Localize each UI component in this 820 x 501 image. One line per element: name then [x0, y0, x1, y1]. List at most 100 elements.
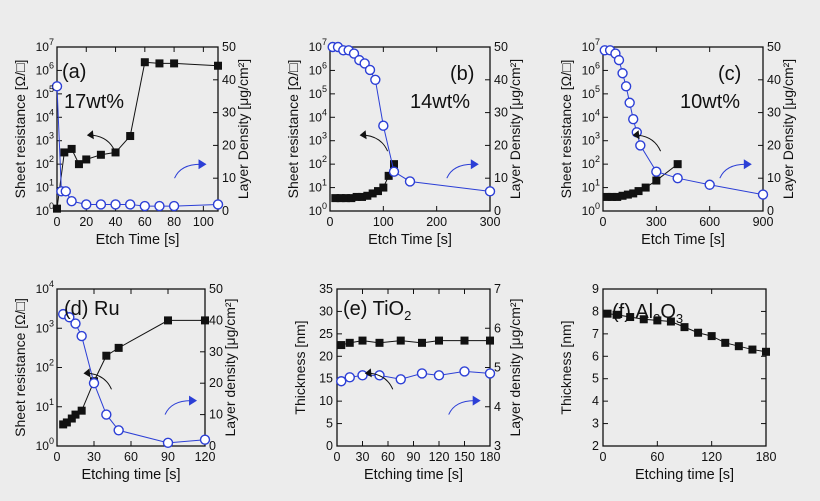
- y-tick-label: 104: [36, 107, 54, 124]
- left-axis-arrowhead: [359, 130, 367, 140]
- y-tick-label: 7: [592, 327, 599, 341]
- right-axis-arrowhead: [743, 159, 752, 170]
- data-point-circle: [113, 425, 124, 436]
- panel-annotation: 17wt%: [64, 91, 124, 113]
- data-point-circle: [617, 68, 628, 79]
- data-point-square: [734, 342, 743, 351]
- y-right-tick-label: 10: [222, 171, 236, 185]
- data-point-circle: [672, 172, 683, 184]
- data-point-square: [629, 189, 638, 198]
- data-point-square: [384, 171, 393, 180]
- x-tick-label: 100: [193, 215, 214, 229]
- data-point-square: [60, 148, 69, 157]
- y-right-tick-label: 30: [222, 106, 236, 120]
- y-tick-label: 100: [36, 201, 54, 218]
- y-axis-title-left: Thickness [nm]: [558, 320, 574, 414]
- left-axis-arrowhead: [364, 368, 372, 378]
- x-axis-title: Etch Time [s]: [96, 232, 180, 248]
- y-right-tick-label: 50: [209, 282, 223, 296]
- y-right-tick-label: 3: [494, 439, 501, 453]
- data-point-circle: [348, 48, 360, 59]
- data-point-square: [96, 150, 105, 159]
- y-axis-title-right: Layer density [μg/cm²]: [222, 298, 238, 436]
- data-point-square: [641, 183, 650, 192]
- x-axis-title: Etch Time [s]: [641, 232, 725, 248]
- y-tick-label: 107: [36, 37, 54, 54]
- x-tick-label: 180: [480, 450, 501, 464]
- data-point-square: [666, 317, 675, 326]
- y-right-tick-label: 20: [222, 138, 236, 152]
- y-right-tick-label: 0: [222, 204, 229, 218]
- data-point-square: [639, 315, 648, 324]
- y-tick-label: 4: [592, 394, 599, 408]
- data-point-square: [673, 160, 682, 169]
- x-tick-label: 40: [109, 215, 123, 229]
- data-point-circle: [635, 140, 646, 151]
- x-tick-label: 200: [426, 215, 447, 229]
- y-right-tick-label: 10: [209, 408, 223, 422]
- x-tick-label: 60: [650, 450, 664, 464]
- data-point-square: [435, 336, 443, 345]
- data-point-circle: [757, 189, 769, 200]
- y-right-tick-label: 6: [494, 321, 501, 335]
- data-point-square: [342, 194, 350, 203]
- x-tick-label: 120: [195, 450, 216, 464]
- y-axis-title-right: Layer Density [μg/cm²]: [780, 59, 796, 199]
- y-right-tick-label: 5: [494, 361, 501, 375]
- x-tick-label: 30: [356, 450, 370, 464]
- right-axis-arrow: [448, 400, 475, 415]
- data-point-square: [680, 323, 689, 332]
- data-point-square: [337, 341, 346, 350]
- data-point-square: [352, 192, 361, 201]
- data-point-square: [748, 345, 757, 354]
- right-axis-arrow: [164, 400, 192, 415]
- right-axis-arrowhead: [198, 159, 207, 170]
- y-axis-title-left: Sheet resistance [Ω/□]: [285, 60, 301, 199]
- data-point-square: [102, 351, 111, 360]
- left-axis-arrow: [370, 372, 394, 390]
- y-right-tick-label: 50: [767, 40, 781, 54]
- y-tick-label: 104: [36, 279, 54, 296]
- x-tick-label: 600: [699, 215, 720, 229]
- y-tick-label: 15: [319, 372, 333, 386]
- data-point-circle: [124, 199, 136, 210]
- data-point-square: [652, 176, 661, 185]
- data-point-square: [201, 316, 209, 325]
- data-point-circle: [370, 74, 381, 86]
- y-right-tick-label: 20: [209, 376, 223, 390]
- y-axis-title-left: Sheet resistance [Ω/□]: [558, 60, 574, 199]
- x-axis-title: Etching time [s]: [364, 467, 463, 483]
- x-tick-label: 0: [327, 215, 334, 229]
- x-tick-label: 80: [167, 215, 181, 229]
- y-tick-label: 0: [326, 439, 333, 453]
- right-axis-arrow: [719, 163, 746, 179]
- data-point-square: [379, 183, 388, 192]
- x-tick-label: 60: [124, 450, 138, 464]
- data-point-square: [694, 328, 703, 337]
- data-point-circle: [168, 200, 180, 212]
- data-point-circle: [76, 330, 87, 342]
- x-tick-label: 900: [753, 215, 774, 229]
- data-point-circle: [388, 166, 400, 177]
- y-tick-label: 104: [309, 107, 327, 124]
- data-point-circle: [613, 54, 625, 66]
- y-tick-label: 101: [36, 178, 54, 195]
- data-point-square: [603, 309, 612, 318]
- plot-frame: [602, 46, 764, 212]
- panel-label: (c): [718, 63, 741, 85]
- y-right-tick-label: 30: [209, 345, 223, 359]
- panel-e: 0 30 60 90 120 150 180 0 5 10 15 20 25 30 35 3 4 5 6 7 Etchi…: [292, 282, 523, 483]
- y-tick-label: 30: [319, 304, 333, 318]
- data-point-square: [67, 144, 76, 153]
- data-point-circle: [95, 199, 107, 210]
- data-point-square: [396, 336, 405, 345]
- data-point-circle: [357, 370, 368, 381]
- y-tick-label: 101: [582, 178, 600, 195]
- y-tick-label: 2: [592, 439, 599, 453]
- left-axis-arrowhead: [83, 368, 91, 378]
- data-point-square: [331, 194, 340, 203]
- data-point-circle: [51, 81, 63, 92]
- x-tick-label: 0: [54, 215, 61, 229]
- x-tick-label: 120: [701, 450, 722, 464]
